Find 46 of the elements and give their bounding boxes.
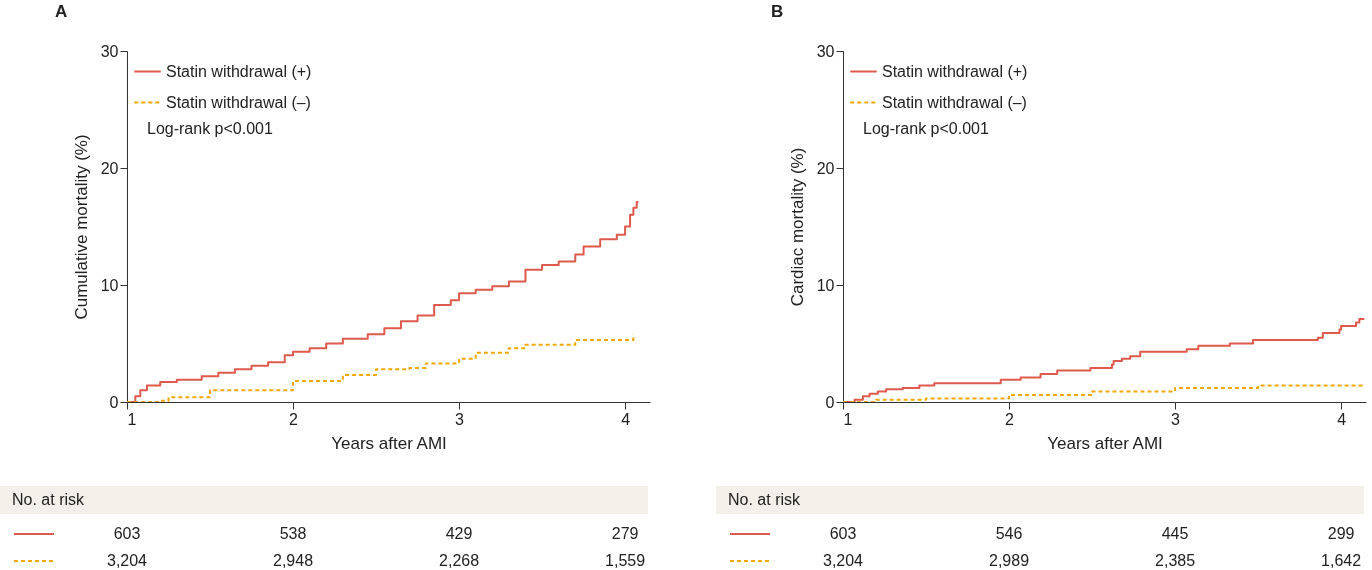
text: 2,268: [439, 552, 480, 570]
text: 603: [113, 525, 141, 543]
annotation: Log-rank p<0.001: [863, 120, 989, 137]
text: 3,204: [822, 552, 864, 570]
text: 546: [995, 525, 1023, 543]
text: 1,559: [605, 552, 646, 570]
y-axis-title: Cumulative mortality (%): [71, 134, 91, 320]
y-tick-label: 10: [100, 276, 119, 294]
text: No. at risk: [0, 486, 648, 514]
text: 2,948: [273, 552, 314, 570]
legend-label: Statin withdrawal (+): [882, 62, 1028, 80]
chart-title: B: [771, 2, 784, 21]
x-tick-label: 3: [455, 410, 465, 428]
text: 445: [1161, 525, 1189, 543]
annotation: Log-rank p<0.001: [147, 120, 273, 137]
text: 299: [1327, 525, 1355, 543]
y-tick-label: 10: [816, 276, 835, 294]
text: 538: [279, 525, 307, 543]
chart-title: A: [55, 2, 68, 21]
x-axis-title: Years after AMI: [331, 433, 447, 453]
y-tick-label: 30: [816, 42, 835, 60]
x-tick-label: 3: [1171, 410, 1181, 428]
text: 603: [829, 525, 857, 543]
x-tick-label: 2: [1005, 410, 1015, 428]
y-tick-label: 20: [100, 159, 119, 177]
y-tick-label: 20: [816, 159, 835, 177]
text: 1,642: [1321, 552, 1362, 570]
y-tick-label: 0: [825, 393, 835, 411]
x-tick-label: 2: [289, 410, 299, 428]
x-tick-label: 4: [621, 410, 631, 428]
y-tick-label: 0: [109, 393, 119, 411]
text: 279: [611, 525, 639, 543]
y-tick-label: 30: [100, 42, 119, 60]
text: 429: [445, 525, 473, 543]
text: 3,204: [106, 552, 148, 570]
y-axis-title: Cardiac mortality (%): [787, 147, 807, 307]
text: 2,385: [1155, 552, 1196, 570]
x-tick-label: 1: [843, 410, 853, 428]
x-tick-label: 4: [1337, 410, 1347, 428]
text: No. at risk: [716, 486, 1364, 514]
x-tick-label: 1: [127, 410, 137, 428]
legend-label: Statin withdrawal (–): [166, 93, 311, 111]
text: 2,989: [989, 552, 1030, 570]
legend-label: Statin withdrawal (+): [166, 62, 312, 80]
legend-label: Statin withdrawal (–): [882, 93, 1027, 111]
x-axis-title: Years after AMI: [1047, 433, 1163, 453]
